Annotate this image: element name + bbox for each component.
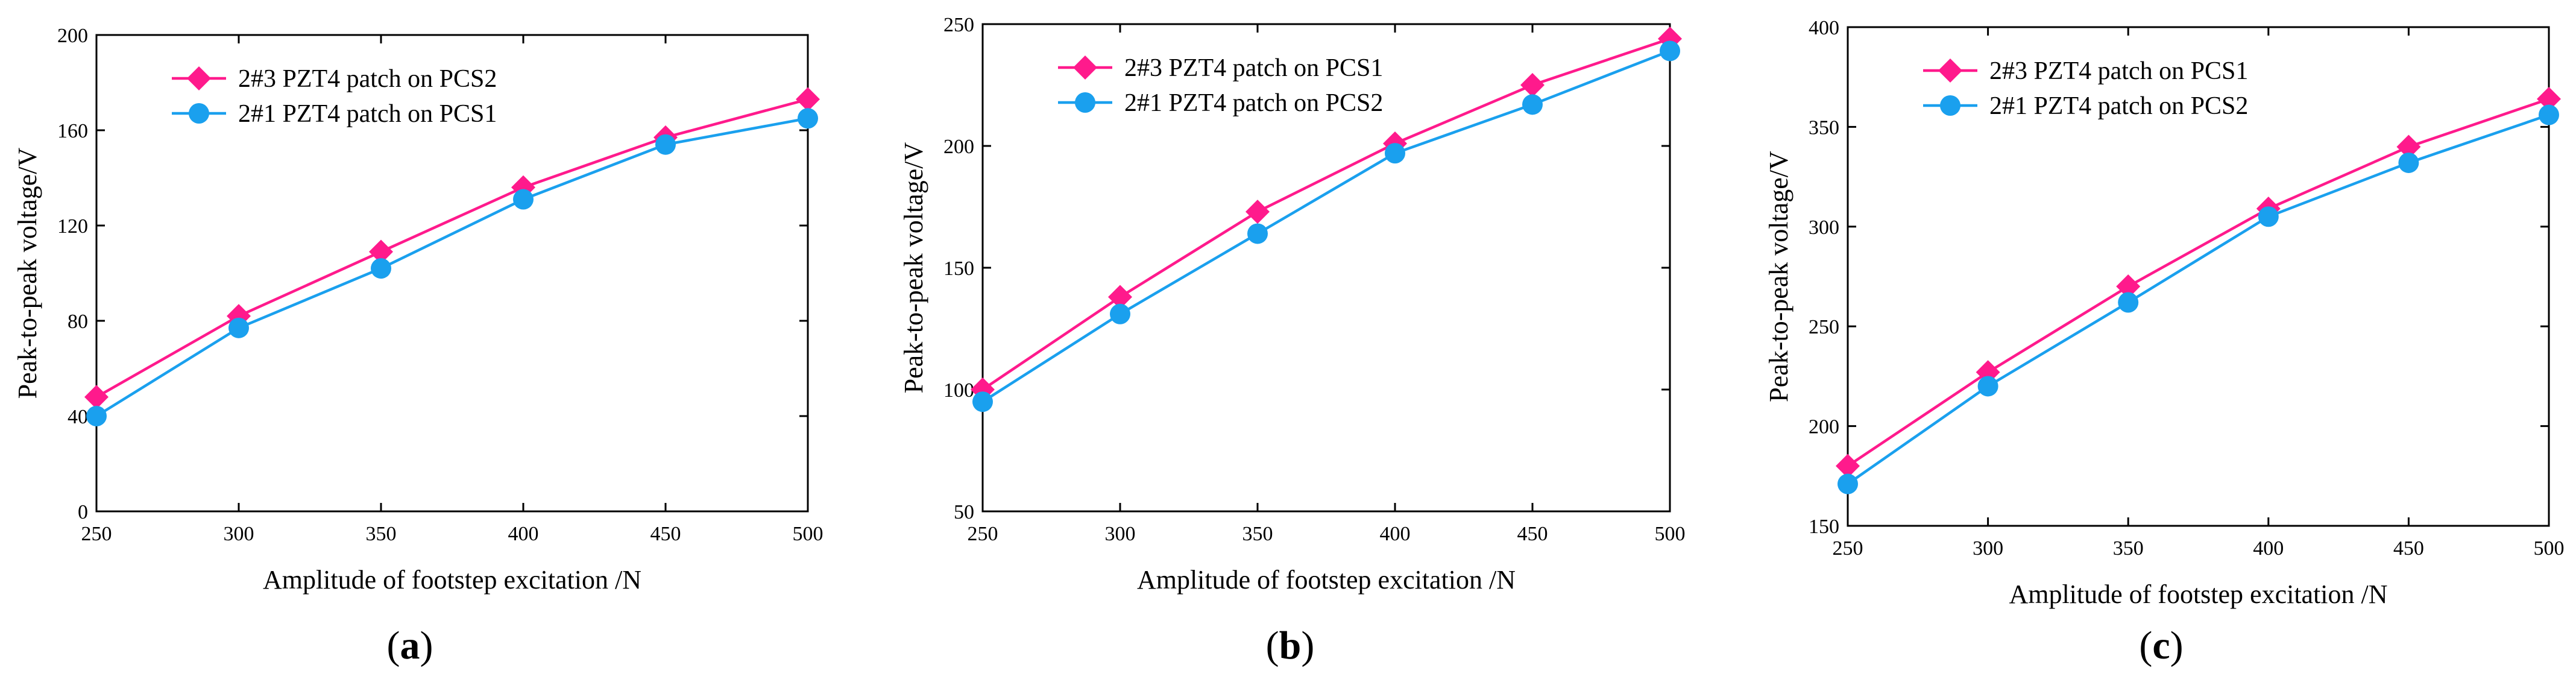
y-tick-label: 160 <box>57 120 88 142</box>
legend-marker-diamond <box>187 66 211 90</box>
data-point-circle <box>1977 376 1998 397</box>
y-tick-label: 250 <box>1809 316 1839 338</box>
y-axis-title: Peak-to-peak voltage/V <box>899 142 928 393</box>
panel-letter: b <box>1279 624 1302 668</box>
plot-frame <box>1847 26 2550 527</box>
legend-label: 2#1 PZT4 patch on PCS2 <box>1989 92 2248 120</box>
data-point-circle <box>1522 94 1543 115</box>
y-tick-label: 300 <box>1809 216 1839 239</box>
x-tick-label: 250 <box>968 523 998 545</box>
x-tick-label: 350 <box>1242 523 1273 545</box>
plot-frame <box>95 34 809 513</box>
data-point-diamond <box>2116 274 2141 299</box>
x-tick-label: 400 <box>1380 523 1411 545</box>
legend-label: 2#3 PZT4 patch on PCS1 <box>1124 54 1383 82</box>
x-tick-label: 450 <box>650 523 681 545</box>
legend-label: 2#1 PZT4 patch on PCS2 <box>1124 89 1383 117</box>
panel-label: (c) <box>2139 624 2183 668</box>
y-tick-label: 120 <box>57 215 88 238</box>
y-tick-label: 400 <box>1809 17 1839 39</box>
data-point-circle <box>972 391 993 412</box>
data-point-diamond <box>1245 200 1270 224</box>
legend-label: 2#3 PZT4 patch on PCS1 <box>1989 57 2248 85</box>
y-tick-label: 0 <box>78 501 88 523</box>
data-point-circle <box>2539 104 2559 125</box>
x-tick-label: 350 <box>2113 537 2144 560</box>
legend-label: 2#1 PZT4 patch on PCS1 <box>238 100 497 128</box>
y-tick-label: 200 <box>943 136 974 158</box>
data-point-circle <box>1385 143 1405 164</box>
data-point-circle <box>1838 473 1858 494</box>
y-tick-label: 200 <box>1809 416 1839 438</box>
y-tick-label: 350 <box>1809 116 1839 139</box>
panel-letter: c <box>2152 624 2170 668</box>
chart-panel-b: 250 300 350 400 450 500 50 100 150 200 250 Amplitud… <box>899 14 1686 668</box>
chart-panel-a: 250 300 350 400 450 500 0 40 80 120 160 200 Amplitud… <box>13 25 824 668</box>
x-tick-label: 300 <box>1973 537 2003 560</box>
x-tick-label: 400 <box>508 523 539 545</box>
x-tick-label: 450 <box>2393 537 2424 560</box>
legend-marker-diamond <box>1073 55 1097 80</box>
chart-panel-c: 250 300 350 400 450 500 150 200 250 300 350 400 Ampl… <box>1764 17 2565 668</box>
data-point-diamond <box>2537 87 2561 112</box>
panel-label: (a) <box>387 624 433 668</box>
legend-label: 2#3 PZT4 patch on PCS2 <box>238 65 497 93</box>
data-point-diamond <box>1520 73 1545 97</box>
y-tick-label: 100 <box>943 379 974 402</box>
data-point-diamond <box>2396 134 2421 159</box>
data-point-circle <box>371 258 391 279</box>
legend-marker-circle <box>189 103 209 124</box>
series-line-2 <box>1847 113 2549 485</box>
y-tick-label: 150 <box>1809 516 1839 538</box>
series-line-2 <box>981 49 1671 403</box>
data-point-circle <box>2398 152 2419 173</box>
data-point-diamond <box>796 87 820 112</box>
series-line-1 <box>981 37 1671 391</box>
x-tick-label: 500 <box>2534 537 2565 560</box>
data-point-circle <box>655 134 676 155</box>
y-tick-label: 250 <box>943 14 974 36</box>
x-axis-title: Amplitude of footstep excitation /N <box>1137 565 1516 595</box>
data-point-circle <box>228 317 249 338</box>
data-point-circle <box>1110 303 1130 324</box>
x-tick-label: 250 <box>81 523 112 545</box>
legend-marker-circle <box>1940 95 1960 116</box>
data-point-diamond <box>1836 453 1860 478</box>
panel-letter: a <box>400 624 420 668</box>
x-axis-title: Amplitude of footstep excitation /N <box>2009 580 2387 609</box>
x-axis-title: Amplitude of footstep excitation /N <box>263 565 641 595</box>
legend-marker-circle <box>1075 92 1095 113</box>
x-tick-label: 400 <box>2253 537 2284 560</box>
series-line-1 <box>95 98 808 399</box>
legend-marker-diamond <box>1938 58 1962 83</box>
y-axis-title: Peak-to-peak voltage/V <box>1764 151 1793 402</box>
data-point-diamond <box>84 385 109 409</box>
data-point-diamond <box>1108 285 1132 309</box>
x-tick-label: 300 <box>224 523 254 545</box>
data-point-circle <box>1660 40 1680 62</box>
data-point-circle <box>86 406 107 426</box>
data-point-circle <box>2118 292 2139 313</box>
x-tick-label: 500 <box>793 523 824 545</box>
y-tick-label: 50 <box>954 501 974 523</box>
data-point-diamond <box>369 239 393 264</box>
series-line-2 <box>95 117 808 417</box>
data-point-circle <box>513 189 534 210</box>
y-tick-label: 80 <box>68 311 88 333</box>
x-tick-label: 300 <box>1105 523 1136 545</box>
x-tick-label: 500 <box>1655 523 1686 545</box>
data-point-circle <box>1247 223 1268 244</box>
y-tick-label: 200 <box>57 25 88 47</box>
x-tick-label: 450 <box>1517 523 1548 545</box>
x-tick-label: 250 <box>1833 537 1863 560</box>
data-point-circle <box>798 108 818 129</box>
panel-label: (b) <box>1266 624 1315 668</box>
y-tick-label: 150 <box>943 257 974 280</box>
data-point-circle <box>2258 206 2279 227</box>
series-line-1 <box>1847 97 2549 467</box>
y-axis-title: Peak-to-peak voltage/V <box>13 147 42 399</box>
y-tick-label: 40 <box>68 406 88 428</box>
x-tick-label: 350 <box>366 523 397 545</box>
